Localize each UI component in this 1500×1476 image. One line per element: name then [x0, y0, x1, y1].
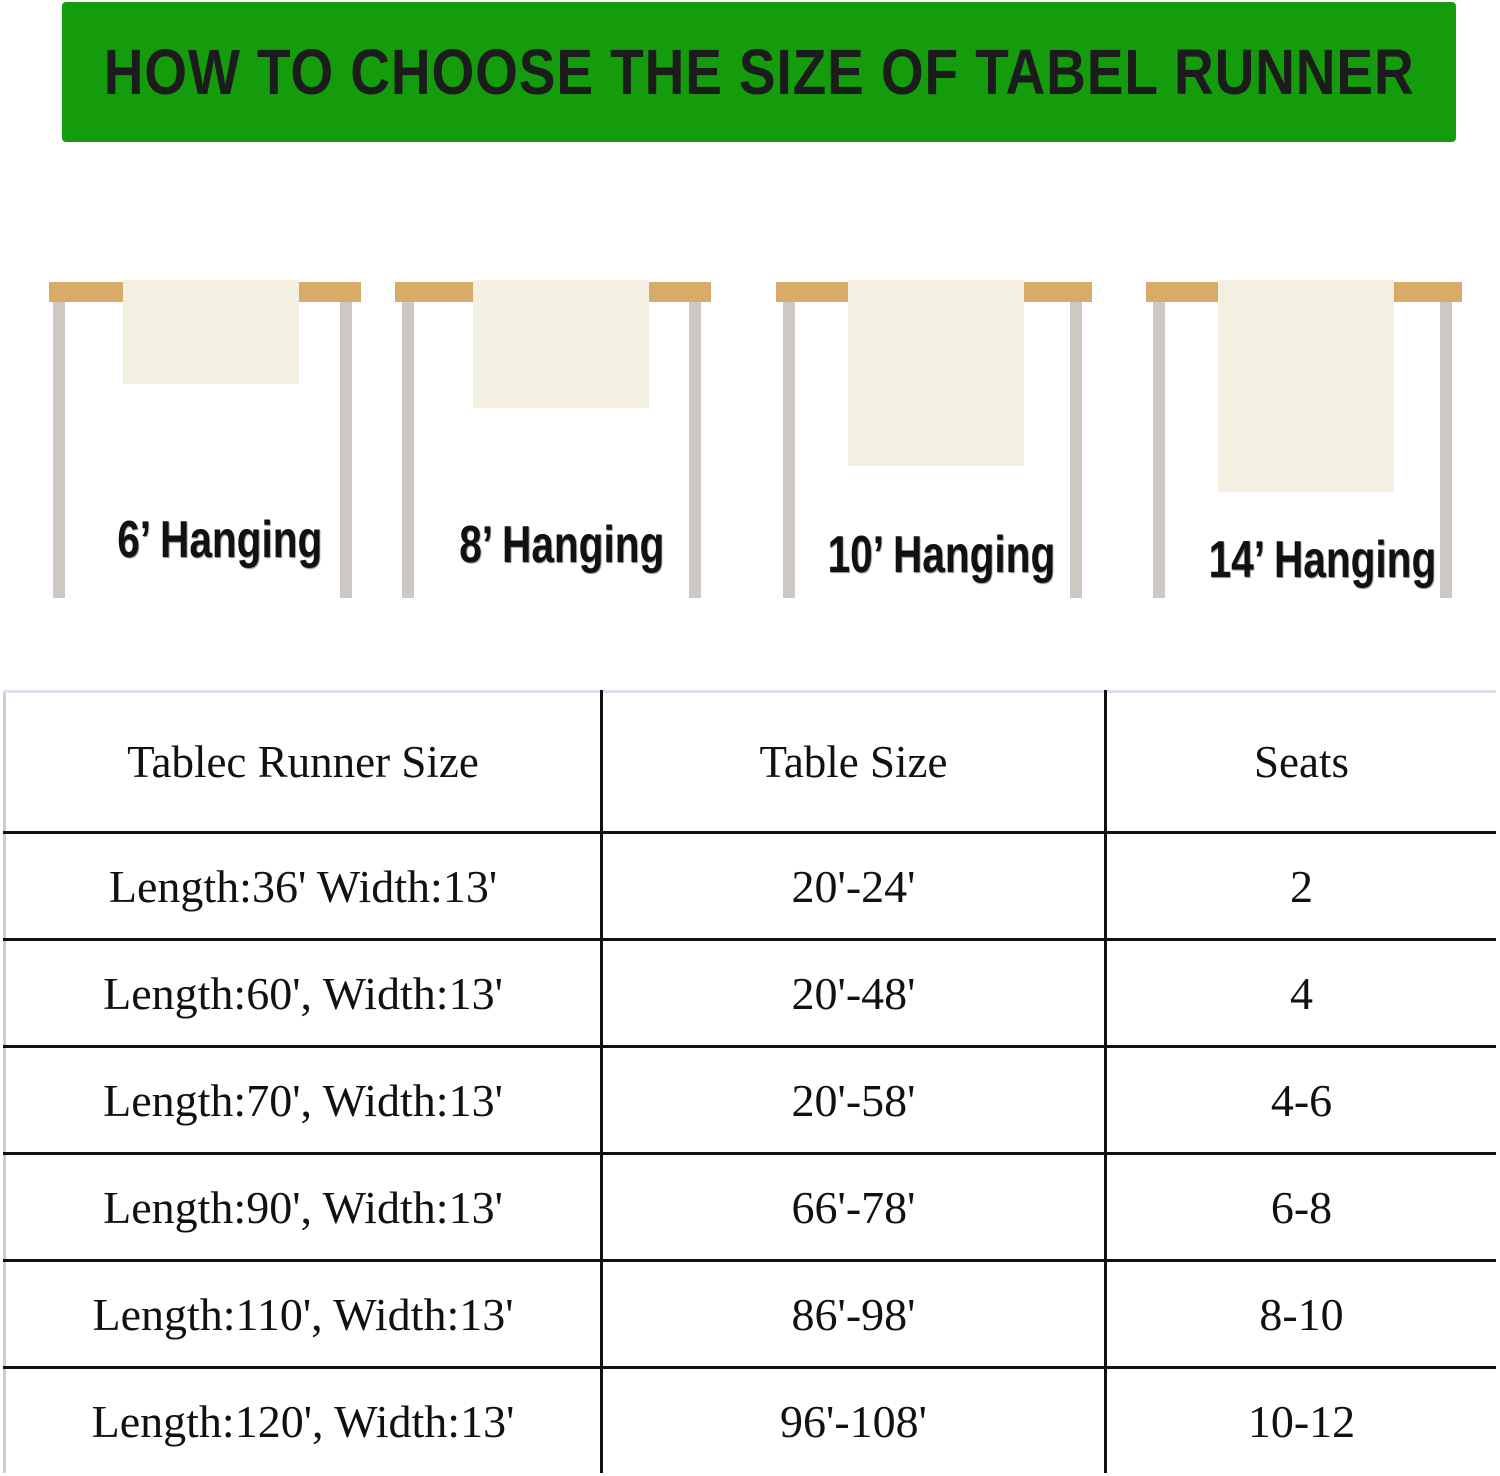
table-runner — [1218, 280, 1394, 492]
runner-size-cell: Length:70', Width:13' — [4, 1045, 603, 1155]
seats-cell: 6-8 — [1104, 1152, 1496, 1262]
runner-size-cell: Length:120', Width:13' — [4, 1366, 603, 1473]
illustration-8-hanging: 8’ Hanging — [395, 280, 711, 600]
runner-size-cell: Length:36' Width:13' — [4, 831, 603, 941]
table-row: Length:90', Width:13' 66'-78' 6-8 — [4, 1152, 1496, 1262]
illustration-10-hanging: 10’ Hanging — [776, 280, 1092, 600]
table-leg — [1153, 302, 1165, 598]
page-title: HOW TO CHOOSE THE SIZE OF TABEL RUNNER — [103, 36, 1415, 108]
table-row: Length:36' Width:13' 20'-24' 2 — [4, 831, 1496, 941]
table-row: Length:120', Width:13' 96'-108' 10-12 — [4, 1366, 1496, 1473]
table-size-cell: 20'-48' — [600, 938, 1107, 1048]
table-leg — [783, 302, 795, 598]
seats-cell: 10-12 — [1104, 1366, 1496, 1473]
table-size-cell: 96'-108' — [600, 1366, 1107, 1473]
hanging-label: 8’ Hanging — [459, 516, 665, 574]
hanging-label: 6’ Hanging — [117, 511, 323, 569]
header-table-size: Table Size — [600, 691, 1107, 834]
table-header-row: Tablec Runner Size Table Size Seats — [4, 691, 1496, 834]
table-size-cell: 20'-58' — [600, 1045, 1107, 1155]
table-size-cell: 66'-78' — [600, 1152, 1107, 1262]
table-leg — [53, 302, 65, 598]
table-runner — [123, 280, 299, 384]
seats-cell: 4-6 — [1104, 1045, 1496, 1155]
table-size-cell: 86'-98' — [600, 1259, 1107, 1369]
size-table: Tablec Runner Size Table Size Seats Leng… — [3, 690, 1496, 1473]
runner-size-cell: Length:110', Width:13' — [4, 1259, 603, 1369]
table-row: Length:110', Width:13' 86'-98' 8-10 — [4, 1259, 1496, 1369]
table-leg — [1440, 302, 1452, 598]
illustration-14-hanging: 14’ Hanging — [1146, 280, 1462, 600]
seats-cell: 2 — [1104, 831, 1496, 941]
seats-cell: 8-10 — [1104, 1259, 1496, 1369]
hanging-label: 10’ Hanging — [827, 526, 1056, 584]
runner-size-cell: Length:90', Width:13' — [4, 1152, 603, 1262]
table-runner — [473, 280, 649, 408]
table-row: Length:70', Width:13' 20'-58' 4-6 — [4, 1045, 1496, 1155]
seats-cell: 4 — [1104, 938, 1496, 1048]
table-leg — [689, 302, 701, 598]
table-size-cell: 20'-24' — [600, 831, 1107, 941]
table-row: Length:60', Width:13' 20'-48' 4 — [4, 938, 1496, 1048]
table-leg — [402, 302, 414, 598]
table-runner — [848, 280, 1024, 466]
illustration-6-hanging: 6’ Hanging — [49, 280, 361, 600]
runner-size-cell: Length:60', Width:13' — [4, 938, 603, 1048]
title-banner: HOW TO CHOOSE THE SIZE OF TABEL RUNNER — [62, 2, 1456, 142]
header-runner-size: Tablec Runner Size — [4, 691, 603, 834]
table-leg — [340, 302, 352, 598]
table-leg — [1070, 302, 1082, 598]
hanging-label: 14’ Hanging — [1208, 531, 1437, 589]
header-seats: Seats — [1104, 691, 1496, 834]
